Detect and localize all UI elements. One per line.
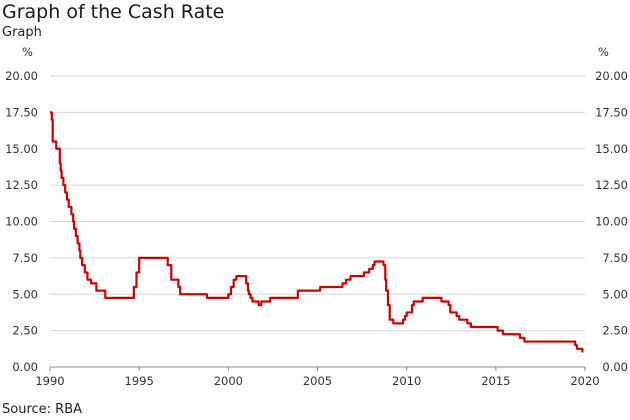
y-tick-label-left: 20.00 [5, 69, 38, 83]
x-tick-label: 2010 [392, 374, 421, 388]
y-tick-label-left: 7.50 [12, 251, 38, 265]
y-tick-label-right: 2.50 [602, 324, 628, 338]
x-tick-label: 1990 [35, 374, 64, 388]
y-tick-labels-left: 0.00 2.50 5.00 7.50 10.00 12.50 15.00 17.50 20.0… [5, 69, 38, 374]
y-tick-label-left: 17.50 [5, 105, 38, 119]
graph-subtitle: Graph [2, 25, 42, 40]
y-tick-label-right: 0.00 [602, 360, 628, 374]
page-title: Graph of the Cash Rate [2, 1, 225, 23]
y-tick-label-left: 15.00 [5, 142, 38, 156]
y-tick-label-left: 2.50 [12, 324, 38, 338]
x-tick-label: 2005 [303, 374, 332, 388]
x-tick-marks [49, 367, 586, 371]
y-tick-labels-right: 0.00 2.50 5.00 7.50 10.00 12.50 15.00 17.50 20.0… [595, 69, 628, 374]
y-axis-unit-left: % [22, 45, 33, 59]
y-tick-label-right: 17.50 [595, 105, 628, 119]
y-tick-label-right: 15.00 [595, 142, 628, 156]
y-tick-label-left: 0.00 [12, 360, 38, 374]
x-tick-label: 2000 [214, 374, 243, 388]
y-axis-unit-right: % [598, 45, 609, 59]
y-tick-label-left: 12.50 [5, 178, 38, 192]
x-tick-labels: 1990 1995 2000 2005 2010 2015 2020 [35, 374, 599, 388]
y-tick-label-right: 12.50 [595, 178, 628, 192]
gridlines [50, 75, 585, 332]
x-tick-label: 1995 [125, 374, 154, 388]
y-tick-label-right: 7.50 [602, 251, 628, 265]
x-tick-label: 2020 [570, 374, 599, 388]
y-tick-label-left: 10.00 [5, 215, 38, 229]
y-tick-label-right: 20.00 [595, 69, 628, 83]
y-tick-label-left: 5.00 [12, 287, 38, 301]
cash-rate-series-line [50, 111, 584, 353]
y-tick-label-right: 10.00 [595, 215, 628, 229]
y-tick-label-right: 5.00 [602, 287, 628, 301]
x-tick-label: 2015 [481, 374, 510, 388]
source-note: Source: RBA [2, 402, 83, 417]
